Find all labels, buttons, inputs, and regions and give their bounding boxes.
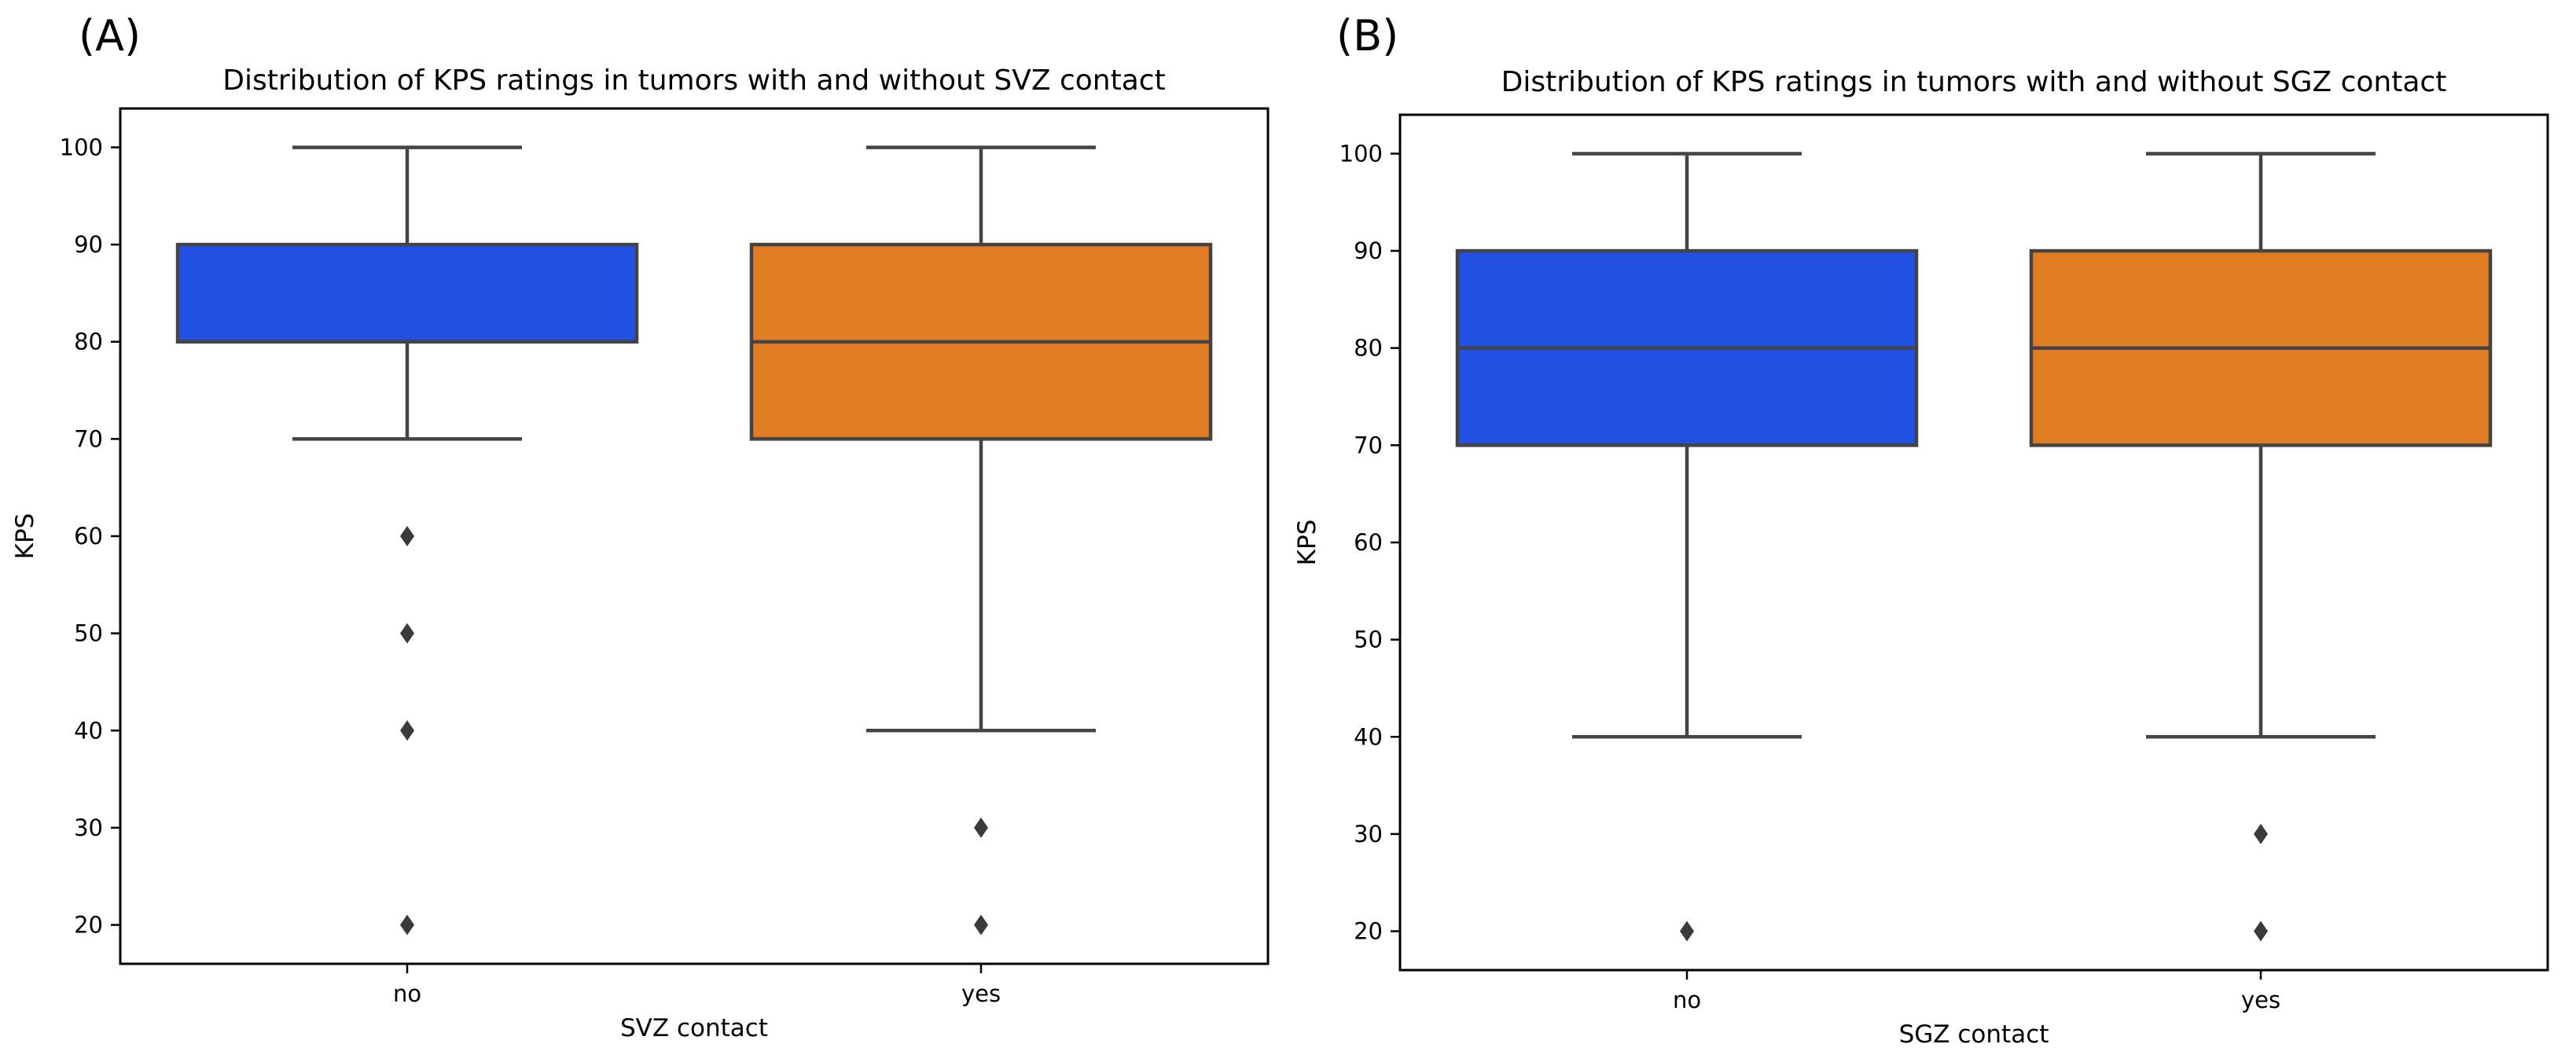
- x-tick-label: no: [393, 980, 421, 1007]
- y-tick-label: 50: [74, 620, 103, 647]
- x-axis-label: SGZ contact: [1899, 1020, 2049, 1049]
- y-tick-label: 50: [1354, 627, 1383, 653]
- y-tick-label: 60: [74, 523, 103, 550]
- chart-title: Distribution of KPS ratings in tumors wi…: [1501, 66, 2447, 98]
- y-axis-label: KPS: [1293, 520, 1321, 566]
- outlier-point: [400, 526, 414, 546]
- y-axis-label: KPS: [11, 513, 39, 560]
- x-tick-label: yes: [961, 980, 1001, 1007]
- outlier-point: [2254, 921, 2268, 942]
- x-tick-label: yes: [2241, 987, 2280, 1013]
- panel-label: (B): [1336, 11, 1398, 61]
- y-tick-label: 80: [1354, 335, 1383, 362]
- chart-panel-1: (B) Distribution of KPS ratings in tumors…: [1293, 11, 2549, 1049]
- x-axis-label: SVZ contact: [620, 1014, 768, 1042]
- y-tick-label: 90: [1354, 237, 1383, 264]
- y-tick-label: 60: [1354, 529, 1383, 556]
- y-tick-label: 20: [1354, 918, 1383, 945]
- outlier-point: [2254, 823, 2268, 844]
- y-tick-label: 30: [74, 814, 103, 841]
- y-tick-label: 90: [74, 231, 103, 258]
- iqr-box: [175, 242, 639, 344]
- y-tick-label: 40: [74, 717, 103, 744]
- outlier-point: [400, 623, 414, 644]
- outlier-point: [974, 817, 988, 838]
- chart-title: Distribution of KPS ratings in tumors wi…: [222, 64, 1165, 97]
- y-tick-label: 30: [1354, 821, 1383, 847]
- box-no: [1455, 152, 1919, 942]
- y-tick-label: 20: [74, 912, 103, 939]
- outlier-point: [1680, 921, 1694, 942]
- y-tick-label: 100: [1339, 140, 1383, 167]
- y-tick-label: 100: [60, 134, 103, 160]
- chart-panel-0: (A) Distribution of KPS ratings in tumors…: [11, 11, 1270, 1042]
- outlier-point: [400, 914, 414, 936]
- panel-label: (A): [79, 11, 141, 61]
- box-yes: [749, 145, 1213, 936]
- x-tick-label: no: [1673, 987, 1701, 1013]
- y-tick-label: 80: [74, 329, 103, 355]
- outlier-point: [400, 720, 414, 741]
- axes-frame: [1398, 113, 2549, 972]
- box-no: [175, 145, 639, 936]
- y-tick-label: 70: [1354, 432, 1383, 458]
- y-tick-label: 40: [1354, 723, 1383, 750]
- y-tick-label: 70: [74, 425, 103, 452]
- axes-frame: [119, 107, 1270, 965]
- outlier-point: [974, 914, 988, 936]
- box-yes: [2029, 152, 2493, 942]
